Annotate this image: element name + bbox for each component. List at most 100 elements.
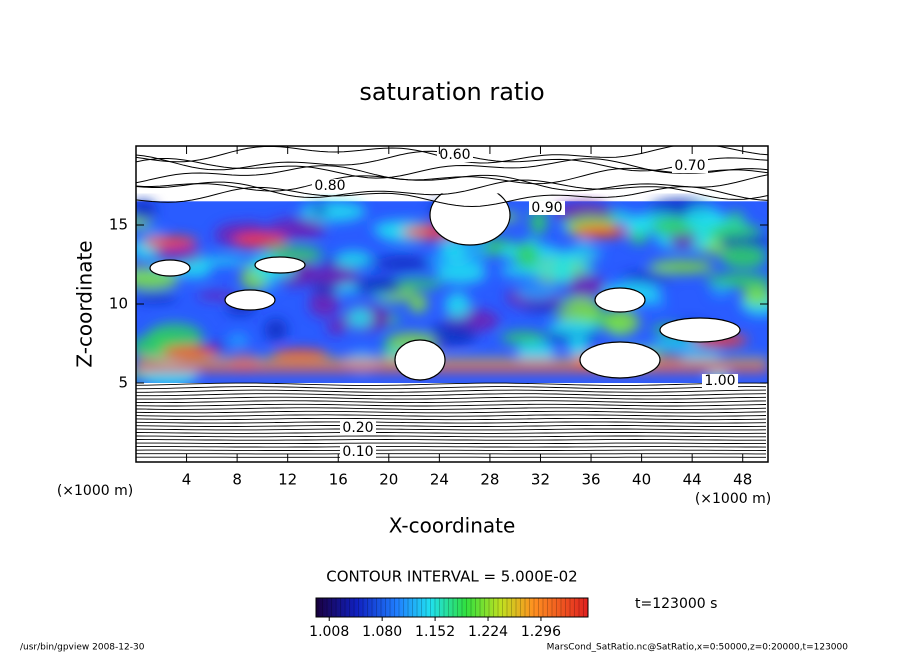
blob — [726, 211, 745, 222]
blob — [326, 319, 347, 335]
contour-label: 0.20 — [342, 420, 373, 436]
y-axis-label: Z-coordinate — [73, 240, 97, 367]
lower-contour — [136, 407, 767, 410]
x-tick-label: 24 — [430, 471, 449, 489]
warm-stripe — [136, 364, 768, 373]
blob — [346, 307, 373, 329]
colorbar — [315, 597, 589, 618]
blob — [680, 351, 722, 360]
blob — [501, 331, 547, 345]
upper-contour — [136, 174, 768, 192]
blob — [683, 205, 723, 231]
colorbar-stripes — [317, 598, 584, 617]
footer-right: MarsCond_SatRatio.nc@SatRatio,x=0:50000,… — [547, 643, 849, 653]
y-unit-label: (×1000 m) — [57, 483, 133, 499]
warm-blob — [142, 236, 198, 248]
time-label: t=123000 s — [635, 596, 717, 612]
lower-contour — [136, 386, 767, 390]
blob — [435, 262, 487, 285]
blob — [300, 201, 366, 222]
contour-label-bg — [672, 159, 708, 173]
contour-label-bg — [312, 179, 348, 193]
field — [136, 146, 768, 462]
blob — [648, 259, 714, 274]
blob — [557, 248, 603, 259]
colorbar-tick-label: 1.152 — [415, 624, 455, 640]
lower-contour — [136, 424, 767, 427]
blob — [705, 274, 753, 287]
lower-contour — [136, 435, 766, 438]
blob — [264, 318, 288, 342]
blob — [709, 284, 732, 297]
lower-contour — [136, 421, 767, 424]
colorbar-tick-label: 1.296 — [521, 624, 561, 640]
warm-stripe-2 — [136, 357, 768, 362]
upper-contour — [136, 158, 768, 179]
contour-label: 0.10 — [342, 444, 373, 460]
dry-patch — [254, 256, 306, 274]
upper-contour — [136, 179, 768, 200]
blob — [153, 246, 202, 263]
blob — [530, 209, 548, 236]
dry-patch — [594, 287, 646, 313]
contour-label: 0.90 — [531, 200, 562, 216]
upper-contour — [136, 186, 768, 208]
x-tick-label: 40 — [632, 471, 651, 489]
x-tick-label: 16 — [329, 471, 348, 489]
y-tick-label: 5 — [118, 374, 128, 392]
contour-label: 0.60 — [439, 147, 470, 163]
blob — [353, 276, 407, 295]
dry-patch — [224, 289, 276, 311]
lower-contour — [136, 428, 767, 431]
y-tick-label: 10 — [109, 295, 128, 313]
lower-contour — [136, 417, 767, 421]
blob — [547, 320, 599, 335]
warm-blob — [232, 234, 288, 246]
lower-contour — [136, 414, 767, 417]
blob — [409, 293, 428, 314]
x-tick-label: 12 — [278, 471, 297, 489]
lower-contour — [136, 396, 767, 400]
blob — [426, 322, 478, 347]
x-tick-label: 4 — [182, 471, 192, 489]
x-tick-label: 20 — [379, 471, 398, 489]
blob — [227, 333, 250, 348]
blob — [720, 245, 768, 270]
contour-label-bg — [702, 374, 738, 388]
blob — [313, 265, 359, 286]
blob — [499, 264, 557, 278]
blob — [394, 278, 444, 289]
contour-label: 0.80 — [314, 178, 345, 194]
colorbar-tick-label: 1.080 — [362, 624, 402, 640]
blob — [266, 218, 326, 240]
x-tick-label: 8 — [232, 471, 242, 489]
dry-patch — [394, 339, 446, 381]
lower-contour — [136, 382, 767, 386]
x-tick-label: 28 — [480, 471, 499, 489]
blob — [310, 205, 329, 216]
blob — [551, 257, 576, 284]
footer-left: /usr/bin/gpview 2008-12-30 — [20, 643, 145, 653]
blob — [629, 231, 648, 244]
blob — [611, 211, 632, 223]
x-tick-label: 36 — [581, 471, 600, 489]
lower-contour — [136, 446, 767, 448]
blob — [375, 255, 431, 272]
dry-patch — [659, 317, 741, 343]
lower-contour — [136, 403, 767, 407]
x-axis-label: X-coordinate — [389, 514, 516, 538]
lower-contour — [136, 393, 767, 397]
colorbar-tick-label: 1.008 — [309, 624, 349, 640]
colorbar-tick-label: 1.224 — [468, 624, 508, 640]
dry-patch — [149, 259, 191, 277]
blob — [515, 283, 559, 300]
blob — [136, 199, 157, 221]
x-tick-label: 48 — [733, 471, 752, 489]
contour-label-bg — [340, 421, 376, 435]
contour-label: 1.00 — [704, 373, 735, 389]
contour-label-bg — [340, 445, 376, 459]
chart-title: saturation ratio — [359, 78, 544, 106]
blob — [555, 297, 602, 325]
